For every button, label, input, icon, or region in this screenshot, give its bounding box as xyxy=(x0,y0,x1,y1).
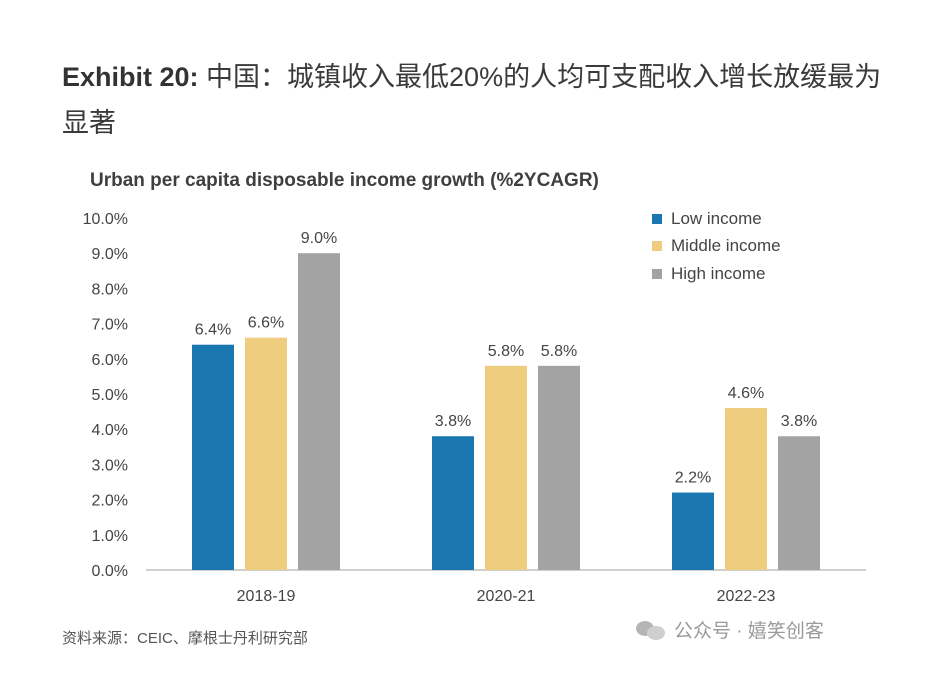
y-tick-label: 0.0% xyxy=(92,563,128,580)
data-label: 6.4% xyxy=(195,322,231,339)
y-tick-label: 3.0% xyxy=(92,457,128,474)
watermark: 公众号 · 嬉笑创客 xyxy=(636,616,824,643)
bar xyxy=(485,365,527,570)
legend-swatch-high xyxy=(652,268,662,279)
y-tick-label: 2.0% xyxy=(92,493,128,510)
data-label: 6.6% xyxy=(248,315,284,332)
y-tick-label: 8.0% xyxy=(92,281,128,298)
y-tick-label: 1.0% xyxy=(92,528,128,545)
bar xyxy=(672,492,714,570)
bar xyxy=(725,408,767,570)
x-tick-label: 2020-21 xyxy=(477,588,536,605)
bar xyxy=(432,436,474,570)
y-tick-label: 6.0% xyxy=(92,352,128,369)
bar xyxy=(245,337,287,570)
y-tick-label: 9.0% xyxy=(92,246,128,263)
x-tick-label: 2018-19 xyxy=(237,588,296,605)
chart-title: Urban per capita disposable income growt… xyxy=(90,170,599,191)
legend-item-middle: Middle income xyxy=(652,233,781,261)
y-tick-label: 5.0% xyxy=(92,387,128,404)
data-label: 3.8% xyxy=(435,413,471,430)
exhibit-number: Exhibit 20: xyxy=(62,62,199,92)
legend-item-low: Low income xyxy=(652,205,781,233)
legend-label-middle: Middle income xyxy=(671,236,781,256)
y-tick-label: 4.0% xyxy=(92,422,128,439)
data-label: 4.6% xyxy=(728,385,764,402)
exhibit-title: Exhibit 20: 中国：城镇收入最低20%的人均可支配收入增长放缓最为显著 xyxy=(62,54,902,146)
exhibit-caption: 中国：城镇收入最低20%的人均可支配收入增长放缓最为显著 xyxy=(62,62,882,138)
bar xyxy=(298,253,340,570)
watermark-text: 公众号 · 嬉笑创客 xyxy=(674,621,824,642)
source-note: 资料来源：CEIC、摩根士丹利研究部 xyxy=(62,630,308,647)
legend-swatch-middle xyxy=(652,241,662,252)
bar xyxy=(778,436,820,570)
y-tick-label: 7.0% xyxy=(92,317,128,334)
legend-item-high: High income xyxy=(652,260,781,288)
y-tick-label: 10.0% xyxy=(83,211,128,228)
chart-legend: Low income Middle income High income xyxy=(652,205,781,288)
data-label: 2.2% xyxy=(675,470,711,487)
bar xyxy=(538,365,580,570)
bar xyxy=(192,344,234,570)
legend-swatch-low xyxy=(652,213,662,224)
data-label: 5.8% xyxy=(541,343,577,360)
legend-label-low: Low income xyxy=(671,208,762,228)
x-tick-label: 2022-23 xyxy=(717,588,776,605)
legend-label-high: High income xyxy=(671,263,766,283)
data-label: 9.0% xyxy=(301,230,337,247)
data-label: 3.8% xyxy=(781,413,817,430)
data-label: 5.8% xyxy=(488,343,524,360)
wechat-icon xyxy=(636,619,666,641)
